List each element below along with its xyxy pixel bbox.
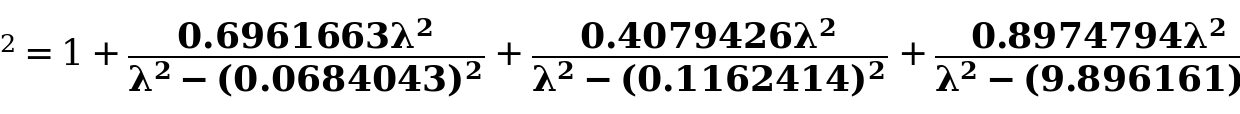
Text: $n^2 = 1 + \dfrac{\mathbf{0.6961663\lambda^2}}{\mathbf{\lambda^2 - (0.0684043)^2: $n^2 = 1 + \dfrac{\mathbf{0.6961663\lamb… — [0, 16, 1240, 98]
